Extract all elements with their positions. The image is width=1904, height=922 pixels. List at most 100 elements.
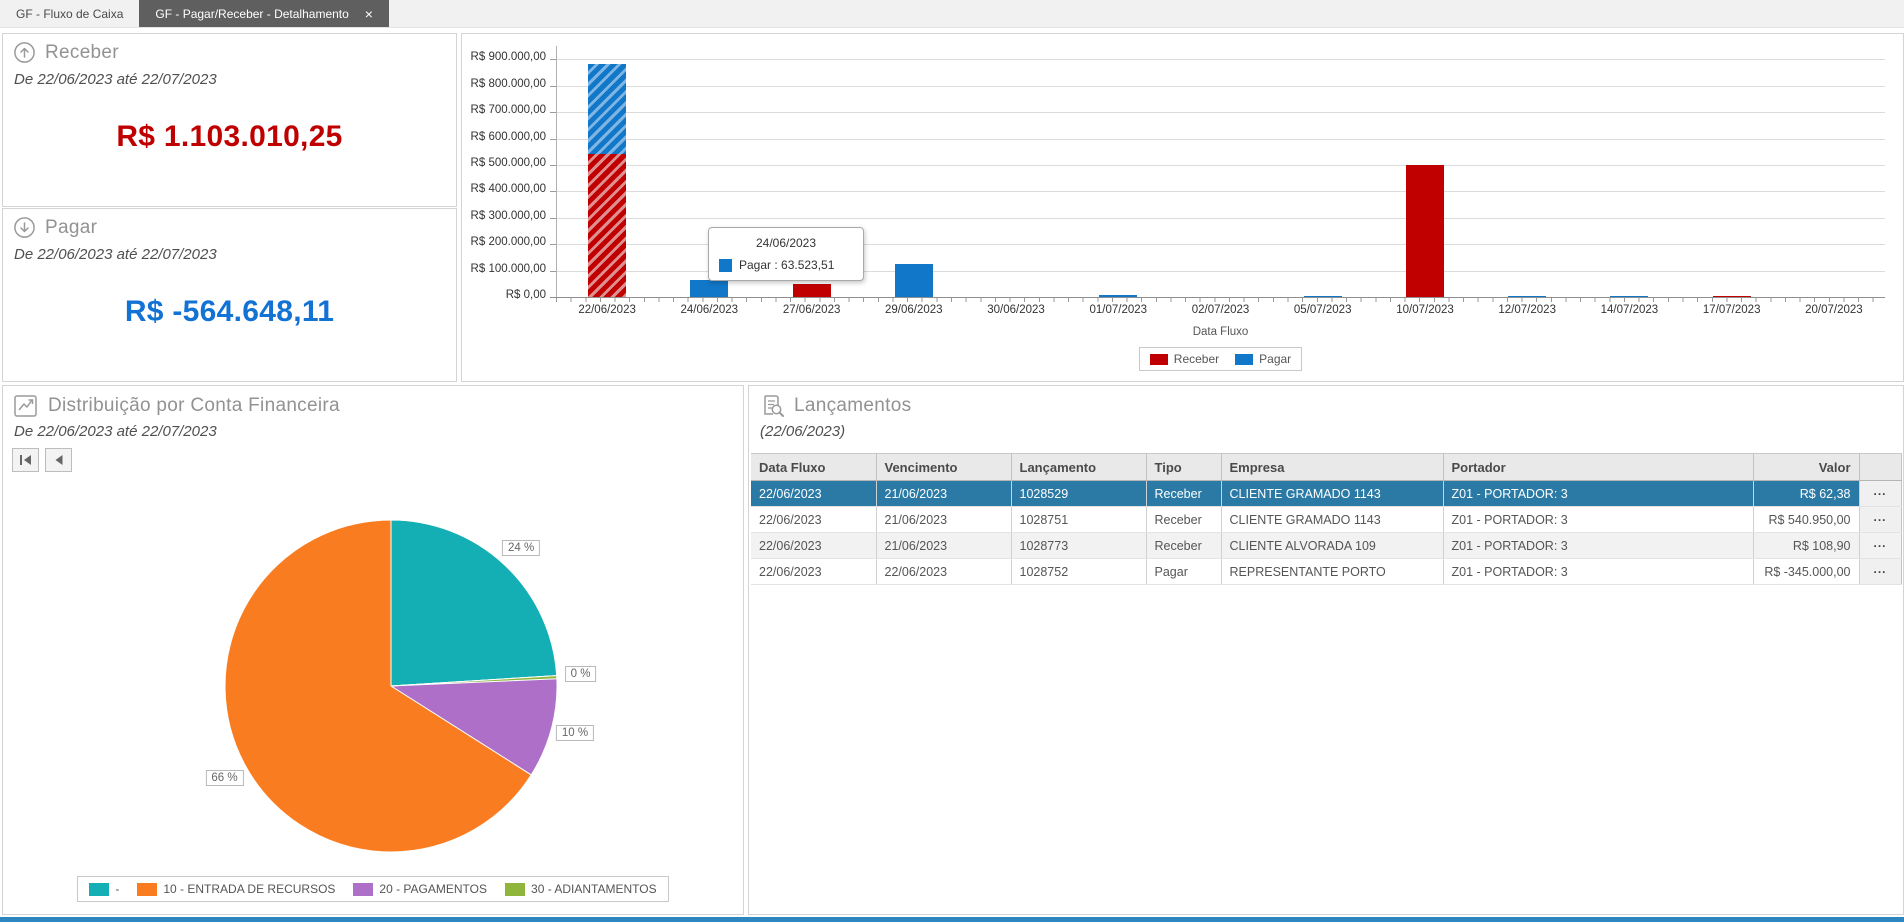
bar-chart-legend: Receber Pagar bbox=[556, 347, 1885, 371]
document-search-icon bbox=[759, 393, 785, 419]
row-actions-button[interactable]: ... bbox=[1860, 559, 1900, 584]
grid-cell[interactable]: 1028773 bbox=[1011, 532, 1147, 559]
gridline bbox=[556, 85, 1885, 87]
grid-cell[interactable]: Pagar bbox=[1146, 558, 1222, 585]
tooltip-value: Pagar : 63.523,51 bbox=[739, 258, 835, 272]
grid-cell[interactable]: 22/06/2023 bbox=[751, 480, 877, 507]
grid-cell[interactable]: CLIENTE ALVORADA 109 bbox=[1221, 532, 1444, 559]
grid-cell-actions: ... bbox=[1858, 532, 1902, 559]
bar-pagar[interactable] bbox=[1610, 295, 1649, 297]
tab-pagar-receber-detalhamento[interactable]: GF - Pagar/Receber - Detalhamento × bbox=[139, 0, 389, 27]
bar-pagar[interactable] bbox=[1303, 295, 1342, 297]
grid-cell[interactable]: Receber bbox=[1146, 532, 1222, 559]
grid-cell[interactable]: R$ 108,90 bbox=[1753, 532, 1860, 559]
grid-header-empresa[interactable]: Empresa bbox=[1221, 453, 1444, 481]
bar-pagar[interactable] bbox=[588, 64, 627, 154]
grid-cell[interactable]: CLIENTE GRAMADO 1143 bbox=[1221, 506, 1444, 533]
bar-pagar[interactable] bbox=[1099, 294, 1138, 297]
gridline bbox=[556, 191, 1885, 193]
grid-header-portador[interactable]: Portador bbox=[1443, 453, 1754, 481]
grid-cell[interactable]: 1028752 bbox=[1011, 558, 1147, 585]
x-axis-label: 30/06/2023 bbox=[987, 304, 1045, 316]
receber-total-value: R$ 1.103.010,25 bbox=[116, 120, 343, 153]
pie-legend-item: - bbox=[89, 882, 119, 896]
grid-cell[interactable]: 1028751 bbox=[1011, 506, 1147, 533]
grid-header-vencimento[interactable]: Vencimento bbox=[876, 453, 1012, 481]
close-icon[interactable]: × bbox=[364, 5, 373, 22]
bar-receber[interactable] bbox=[1406, 164, 1444, 297]
row-actions-button[interactable]: ... bbox=[1860, 481, 1900, 506]
tab-bar: GF - Fluxo de Caixa GF - Pagar/Receber -… bbox=[0, 0, 1904, 28]
x-axis-label: 20/07/2023 bbox=[1805, 304, 1863, 316]
grid-header-actions bbox=[1859, 453, 1902, 481]
bar-chart-panel: R$ 0,00 R$ 100.000,00 R$ 200.000,00 R$ 300.… bbox=[461, 33, 1904, 382]
tab-fluxo-de-caixa[interactable]: GF - Fluxo de Caixa bbox=[0, 0, 139, 27]
panel-title: Lançamentos bbox=[794, 395, 912, 416]
grid-cell[interactable]: 22/06/2023 bbox=[751, 506, 877, 533]
grid-cell[interactable]: Z01 - PORTADOR: 3 bbox=[1443, 506, 1754, 533]
bar-pagar[interactable] bbox=[690, 280, 729, 297]
grid-cell[interactable]: 22/06/2023 bbox=[876, 558, 1012, 585]
table-row[interactable]: 22/06/2023 21/06/2023 1028751 Receber CLIENT… bbox=[751, 506, 1902, 533]
y-axis-line bbox=[556, 46, 557, 297]
gridline bbox=[556, 244, 1885, 246]
legend-swatch bbox=[353, 882, 374, 896]
table-row[interactable]: 22/06/2023 21/06/2023 1028773 Receber CLIENT… bbox=[751, 532, 1902, 559]
x-axis-label: 02/07/2023 bbox=[1191, 304, 1250, 316]
pie-slice[interactable] bbox=[224, 519, 532, 853]
grid-cell[interactable]: 22/06/2023 bbox=[751, 532, 877, 559]
gridline bbox=[556, 112, 1885, 114]
selected-date-subtitle: (22/06/2023) bbox=[760, 423, 846, 440]
grid-cell[interactable]: Z01 - PORTADOR: 3 bbox=[1443, 558, 1754, 585]
row-actions-button[interactable]: ... bbox=[1860, 507, 1900, 532]
table-row[interactable]: 22/06/2023 21/06/2023 1028529 Receber CLIENT… bbox=[751, 480, 1902, 507]
grid-cell-actions: ... bbox=[1858, 506, 1902, 533]
pie-percent-label: 10 % bbox=[555, 725, 595, 742]
legend-item: Receber bbox=[1149, 352, 1219, 366]
pie-legend-item: 10 - ENTRADA DE RECURSOS bbox=[137, 882, 335, 896]
pie-slice[interactable] bbox=[390, 519, 558, 687]
y-axis-label: R$ 400.000,00 bbox=[470, 183, 546, 196]
grid-header-lan-amento[interactable]: Lançamento bbox=[1011, 453, 1147, 481]
bar-receber[interactable] bbox=[588, 154, 627, 297]
x-axis-title: Data Fluxo bbox=[1192, 326, 1249, 338]
bar-pagar[interactable] bbox=[1508, 295, 1547, 297]
grid-header-valor[interactable]: Valor bbox=[1753, 453, 1860, 481]
grid-cell[interactable]: R$ 62,38 bbox=[1753, 480, 1860, 507]
y-axis-label: R$ 200.000,00 bbox=[470, 236, 546, 249]
grid-cell[interactable]: CLIENTE GRAMADO 1143 bbox=[1221, 480, 1444, 507]
previous-icon[interactable] bbox=[45, 448, 72, 472]
pie-slice[interactable] bbox=[390, 675, 558, 687]
x-axis-ticks bbox=[556, 298, 1885, 302]
bar-receber[interactable] bbox=[792, 283, 831, 297]
grid-cell[interactable]: R$ 540.950,00 bbox=[1753, 506, 1860, 533]
grid-cell[interactable]: 21/06/2023 bbox=[876, 480, 1012, 507]
y-axis-label: R$ 900.000,00 bbox=[470, 51, 546, 64]
row-actions-button[interactable]: ... bbox=[1860, 533, 1900, 558]
grid-header-data-fluxo[interactable]: Data Fluxo bbox=[751, 453, 877, 481]
grid-cell[interactable]: 21/06/2023 bbox=[876, 506, 1012, 533]
window-bottom-accent bbox=[0, 917, 1904, 922]
x-axis-line bbox=[550, 297, 1885, 298]
grid-cell[interactable]: Z01 - PORTADOR: 3 bbox=[1443, 480, 1754, 507]
panel-title: Pagar bbox=[45, 216, 98, 238]
x-axis-label: 24/06/2023 bbox=[680, 304, 739, 316]
bar-pagar[interactable] bbox=[894, 264, 933, 297]
skip-first-icon[interactable] bbox=[12, 448, 39, 472]
x-axis-label: 05/07/2023 bbox=[1293, 304, 1352, 316]
grid-cell[interactable]: Receber bbox=[1146, 506, 1222, 533]
pie-nav-buttons bbox=[12, 448, 72, 472]
bar-receber[interactable] bbox=[1712, 295, 1751, 297]
grid-cell[interactable]: 1028529 bbox=[1011, 480, 1147, 507]
grid-cell[interactable]: REPRESENTANTE PORTO bbox=[1221, 558, 1444, 585]
grid-header-tipo[interactable]: Tipo bbox=[1146, 453, 1222, 481]
grid-cell[interactable]: R$ -345.000,00 bbox=[1753, 558, 1860, 585]
grid-cell[interactable]: Receber bbox=[1146, 480, 1222, 507]
grid-cell[interactable]: 22/06/2023 bbox=[751, 558, 877, 585]
grid-cell[interactable]: Z01 - PORTADOR: 3 bbox=[1443, 532, 1754, 559]
table-row[interactable]: 22/06/2023 22/06/2023 1028752 Pagar REPRESEN… bbox=[751, 558, 1902, 585]
bar-chart-plot: R$ 0,00 R$ 100.000,00 R$ 200.000,00 R$ 300.… bbox=[462, 34, 1903, 381]
grid-cell[interactable]: 21/06/2023 bbox=[876, 532, 1012, 559]
legend-swatch bbox=[1235, 353, 1254, 365]
